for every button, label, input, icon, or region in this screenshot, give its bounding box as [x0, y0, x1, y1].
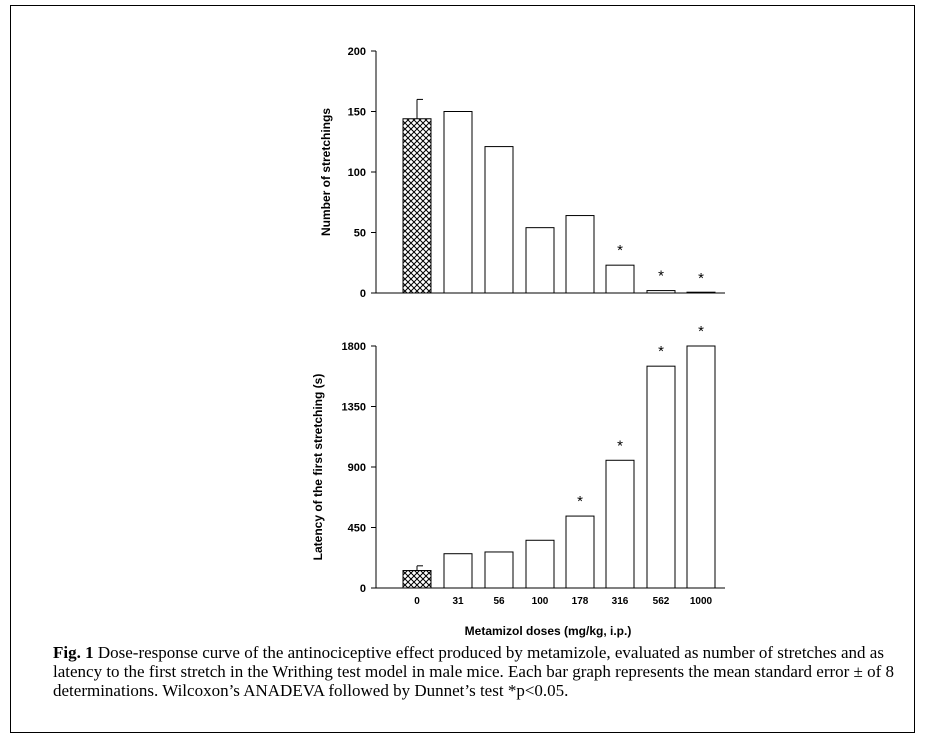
bar-0	[402, 570, 432, 589]
significance-marker: *	[617, 242, 623, 259]
significance-marker: *	[617, 437, 623, 454]
bar-100	[525, 227, 555, 294]
bar-316	[605, 264, 635, 294]
y-tick-label: 0	[360, 583, 366, 595]
y-tick-label: 200	[348, 46, 366, 58]
bar-0	[402, 118, 432, 294]
y-tick-label: 900	[348, 462, 366, 474]
bar-178	[565, 215, 595, 294]
bar-31	[443, 553, 473, 589]
y-tick-label: 50	[354, 228, 366, 240]
bar-100	[525, 539, 555, 589]
bar-562	[646, 365, 676, 589]
x-tick-label: 1000	[690, 596, 713, 607]
x-axis-label: Metamizol doses (mg/kg, i.p.)	[465, 624, 632, 638]
significance-marker: *	[658, 343, 664, 360]
x-tick-label: 56	[493, 596, 505, 607]
significance-marker: *	[577, 493, 583, 510]
bar-56	[484, 551, 514, 589]
stretchings-chart: 0 50 100 150 200 Number of stretchings * * *	[319, 46, 725, 300]
significance-marker: *	[698, 323, 704, 340]
significance-marker: *	[658, 268, 664, 285]
bar-31	[443, 111, 473, 294]
y-tick-label: 0	[360, 288, 366, 300]
y-axis-label: Latency of the first stretching (s)	[311, 374, 325, 561]
caption-text: Dose-response curve of the antinocicepti…	[53, 643, 895, 700]
latency-chart: 0 450 900 1350 1800 Latency of the first stre…	[311, 323, 725, 607]
x-tick-label: 178	[572, 596, 589, 607]
x-tick-label: 562	[653, 596, 670, 607]
bar-56	[484, 146, 514, 294]
x-tick-label: 31	[452, 596, 464, 607]
bar-1000	[686, 345, 716, 589]
x-tick-label: 100	[532, 596, 549, 607]
y-tick-label: 150	[348, 107, 366, 119]
significance-marker: *	[698, 270, 704, 287]
bar-316	[605, 459, 635, 589]
y-axis-label: Number of stretchings	[319, 108, 333, 236]
bar-562	[646, 290, 676, 294]
y-tick-label: 100	[348, 167, 366, 179]
y-tick-label: 1350	[342, 402, 366, 414]
caption-label: Fig. 1	[53, 643, 94, 662]
x-tick-label: 0	[414, 596, 420, 607]
bar-1000	[686, 291, 716, 294]
bar-178	[565, 515, 595, 589]
y-tick-label: 450	[348, 523, 366, 535]
y-tick-label: 1800	[342, 341, 366, 353]
figure-caption: Fig. 1 Dose-response curve of the antino…	[53, 643, 898, 700]
x-tick-label: 316	[612, 596, 629, 607]
